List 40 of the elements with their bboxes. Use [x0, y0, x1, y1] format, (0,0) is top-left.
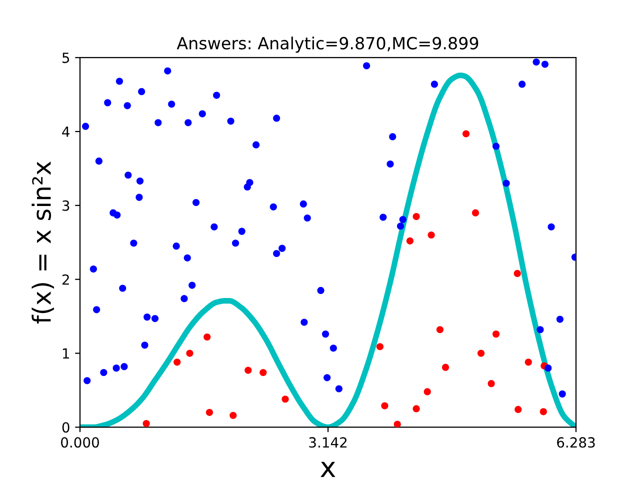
point: [186, 350, 194, 357]
point: [462, 130, 470, 138]
point: [206, 408, 214, 416]
x-tick-label: 3.142: [309, 437, 347, 448]
point: [376, 343, 384, 350]
y-tick-label: 4: [62, 126, 70, 137]
point: [442, 364, 450, 371]
point: [381, 402, 388, 410]
y-tick-label: 2: [62, 274, 69, 285]
point: [477, 350, 485, 357]
point: [524, 358, 532, 366]
x-axis-title: x: [320, 462, 336, 478]
point: [204, 333, 211, 341]
point: [514, 270, 521, 277]
point: [244, 366, 252, 374]
point: [514, 406, 522, 413]
x-tick-label: 0.000: [61, 437, 99, 448]
point: [412, 212, 420, 220]
point: [174, 358, 181, 366]
point: [540, 408, 547, 416]
x-tick-label: 6.283: [557, 437, 595, 448]
y-tick-label: 1: [62, 348, 69, 359]
point: [488, 380, 495, 388]
point: [282, 396, 289, 403]
point: [142, 420, 150, 428]
point: [230, 412, 237, 419]
y-tick-label: 5: [62, 52, 70, 64]
point: [394, 420, 401, 428]
point: [424, 388, 431, 396]
point: [260, 368, 267, 376]
y-tick-label: 3: [62, 200, 70, 211]
y-axis-title: f(x) = x sin²x: [32, 162, 54, 324]
point: [472, 209, 480, 216]
point: [412, 405, 420, 412]
chart-title: Answers: Analytic=9.870,MC=9.899: [176, 36, 478, 53]
point: [436, 326, 444, 334]
y-tick-label: 0: [62, 422, 70, 433]
point: [406, 237, 414, 244]
point: [492, 330, 500, 338]
point: [428, 231, 435, 239]
